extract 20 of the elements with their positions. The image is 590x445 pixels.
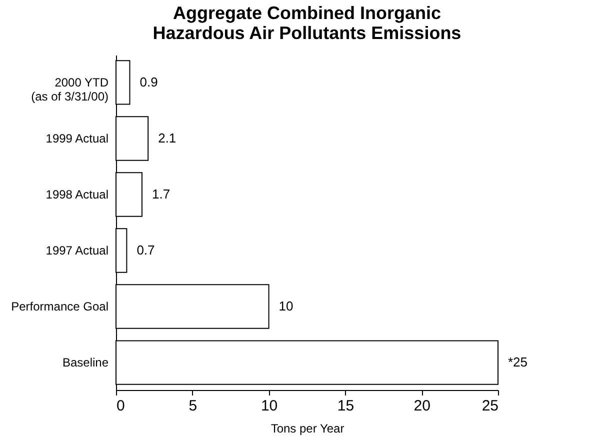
- data-label: 1.7: [152, 186, 170, 202]
- y-tick-label: 1999 Actual: [46, 131, 108, 146]
- x-tick-label: 0: [116, 398, 125, 414]
- y-tick-label: Performance Goal: [11, 300, 108, 314]
- data-label: 0.9: [140, 74, 158, 90]
- y-tick-label: 2000 YTD (as of 3/31/00): [31, 75, 109, 104]
- x-tick-label: 20: [414, 398, 430, 414]
- data-label: 2.1: [158, 130, 176, 146]
- y-tick-label: 1998 Actual: [46, 187, 108, 202]
- y-tick-label: Baseline: [62, 356, 109, 370]
- x-tick-label: 15: [337, 398, 354, 414]
- x-tick-label: 5: [188, 398, 198, 414]
- x-tick-label: 10: [260, 398, 278, 414]
- x-axis-title: Tons per Year: [270, 422, 344, 436]
- data-label: *25: [508, 354, 528, 370]
- data-label: 0.7: [136, 242, 155, 258]
- x-tick-label: 25: [482, 398, 498, 414]
- y-tick-label: 1997 Actual: [46, 244, 108, 258]
- chart-title: Aggregate Combined Inorganic Hazardous Air Pollutants Emissions: [152, 3, 462, 43]
- data-label: 10: [278, 298, 294, 314]
